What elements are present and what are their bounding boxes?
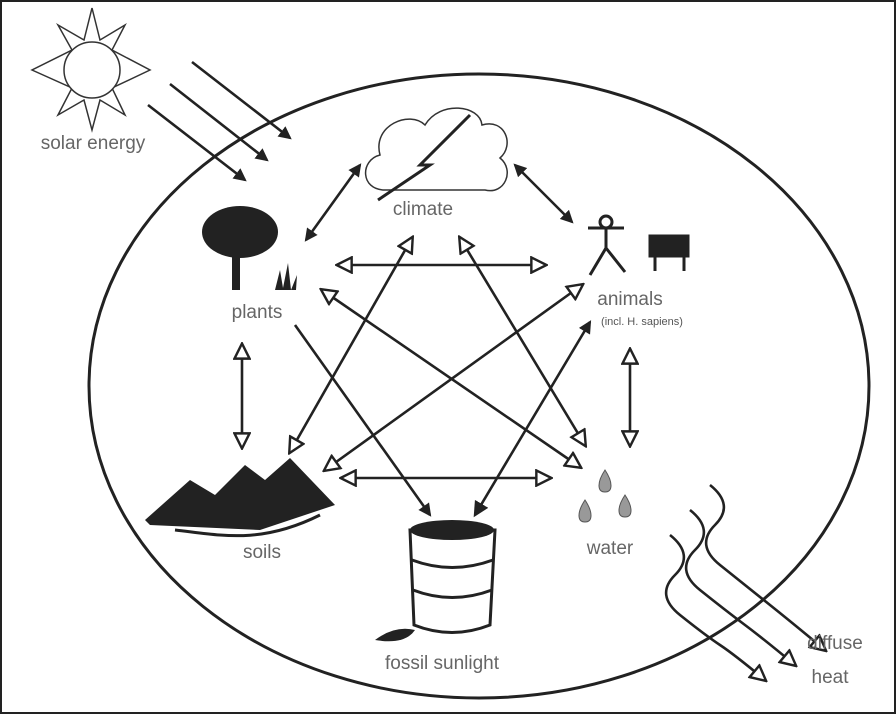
node-note: (incl. H. sapiens) xyxy=(601,316,683,328)
sun-icon xyxy=(30,7,152,133)
solar-arrows xyxy=(147,60,292,182)
node-label: animals xyxy=(597,289,662,310)
heat-arrows xyxy=(664,483,825,680)
node-label: solar energy xyxy=(41,133,146,154)
node-label: plants xyxy=(232,302,283,323)
node-label: water xyxy=(586,538,634,559)
node-label: soils xyxy=(243,542,281,563)
barrel-icon xyxy=(375,520,497,642)
plant-icon xyxy=(202,206,297,290)
water-icon xyxy=(578,469,632,523)
animal-icon xyxy=(588,214,690,276)
system-boundary xyxy=(87,72,871,700)
node-label: fossil sunlight xyxy=(385,653,500,674)
interaction-arrows xyxy=(242,163,630,518)
node-label: diffuse xyxy=(807,633,863,654)
cloud-icon xyxy=(364,107,508,202)
node-label: climate xyxy=(393,199,453,220)
node-label: heat xyxy=(812,667,850,688)
soil-icon xyxy=(145,458,335,538)
